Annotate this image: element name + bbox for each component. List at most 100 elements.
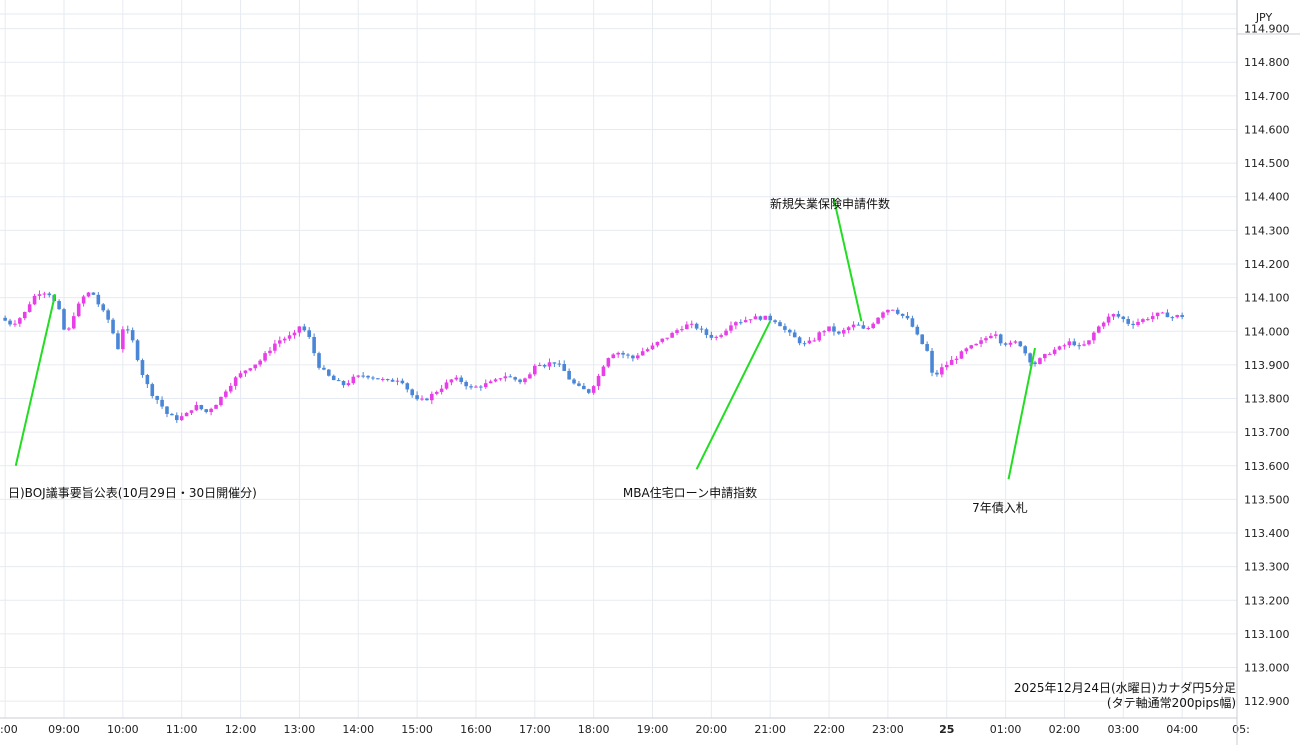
candle-body [699, 328, 704, 330]
candle-body [341, 380, 346, 386]
y-tick-label: 114.700 [1244, 90, 1290, 103]
candle-body [439, 388, 444, 392]
candle-body [567, 370, 571, 380]
candle-body [552, 362, 557, 364]
candle-body [488, 381, 493, 384]
x-tick-label: 13:00 [284, 723, 316, 736]
x-tick-label: 16:00 [460, 723, 492, 736]
candle-body [969, 345, 974, 349]
x-tick-label: 15:00 [401, 723, 433, 736]
candle-body [876, 317, 880, 324]
x-tick-label: 12:00 [225, 723, 257, 736]
candle-body [616, 352, 620, 355]
candle-body [3, 317, 7, 321]
candle-body [586, 389, 591, 393]
candle-body [645, 349, 650, 352]
y-tick-label: 113.000 [1244, 662, 1290, 675]
candle-body [1092, 332, 1096, 341]
candle-body [1131, 323, 1135, 326]
y-tick-label: 114.400 [1244, 191, 1290, 204]
candle-body [685, 324, 689, 330]
candle-body [434, 391, 439, 394]
candle-body [518, 379, 522, 383]
x-tick-label: 20:00 [695, 723, 727, 736]
candle-body [807, 340, 812, 344]
candle-body [528, 374, 532, 379]
candle-body [1023, 346, 1028, 354]
candle-body [1003, 343, 1008, 345]
candle-body [1141, 319, 1145, 322]
candle-body [361, 375, 365, 377]
candle-body [866, 328, 871, 330]
candle-body [86, 292, 91, 297]
candle-body [312, 336, 316, 354]
annotations: 日)BOJ議事要旨公表(10月29日・30日開催分) MBA住宅ローン申請指数 新規… [8, 196, 1037, 515]
candle-body [57, 301, 61, 310]
candle-body [910, 318, 915, 327]
x-tick-label: 23:00 [872, 723, 904, 736]
candle-body [915, 326, 920, 335]
candle-body [371, 377, 375, 379]
candle-body [282, 338, 287, 341]
candle-body [944, 364, 949, 368]
candle-body [219, 396, 223, 406]
x-tick-label: 04:00 [1166, 723, 1198, 736]
candle-body [1072, 341, 1077, 346]
candle-body [238, 373, 243, 378]
candle-body [116, 333, 120, 350]
candle-body [709, 334, 714, 338]
candle-body [998, 334, 1003, 344]
candle-body [263, 353, 267, 361]
candle-body [483, 383, 488, 388]
y-tick-label: 113.600 [1244, 460, 1290, 473]
annotation-line [14, 294, 57, 466]
candle-body [993, 334, 998, 336]
candle-body [1116, 314, 1121, 317]
candle-body [930, 350, 934, 373]
candle-body [572, 379, 576, 384]
candle-body [184, 412, 189, 417]
y-tick-label: 113.800 [1244, 393, 1290, 406]
candle-body [513, 377, 517, 380]
y-tick-label: 113.400 [1244, 527, 1290, 540]
candle-body [121, 329, 125, 350]
candle-body [1047, 353, 1052, 355]
x-tick-label: 14:00 [342, 723, 374, 736]
candle-body [974, 343, 978, 346]
candle-body [327, 369, 331, 376]
candle-body [395, 380, 400, 382]
candle-body [557, 363, 562, 365]
candle-body [76, 303, 81, 317]
candle-body [376, 378, 380, 380]
candle-body [1043, 354, 1047, 359]
candle-body [920, 334, 925, 345]
candle-body [449, 379, 454, 383]
x-tick-label: 05: [1232, 723, 1250, 736]
y-tick-label: 113.900 [1244, 359, 1290, 372]
candle-body [935, 372, 939, 375]
candle-body [1121, 316, 1126, 320]
candle-body [547, 362, 552, 367]
candle-body [277, 340, 282, 344]
candle-body [591, 386, 596, 393]
candle-body [331, 375, 336, 381]
candle-body [631, 355, 635, 359]
candle-body [67, 328, 71, 330]
candle-body [601, 366, 606, 376]
y-tick-label: 114.200 [1244, 258, 1290, 271]
candle-body [214, 405, 218, 409]
candle-body [1018, 341, 1023, 347]
candle-body [179, 416, 184, 421]
candle-body [680, 329, 684, 331]
candle-body [62, 309, 66, 330]
candle-body [189, 410, 194, 413]
x-tick-label: 18:00 [578, 723, 610, 736]
candle-body [989, 335, 993, 339]
candle-body [91, 292, 96, 295]
candle-body [851, 324, 856, 328]
candle-body [959, 351, 964, 359]
candle-body [410, 389, 414, 396]
annotation-label: MBA住宅ローン申請指数 [623, 485, 757, 500]
candle-body [665, 337, 670, 339]
candle-body [273, 343, 277, 351]
